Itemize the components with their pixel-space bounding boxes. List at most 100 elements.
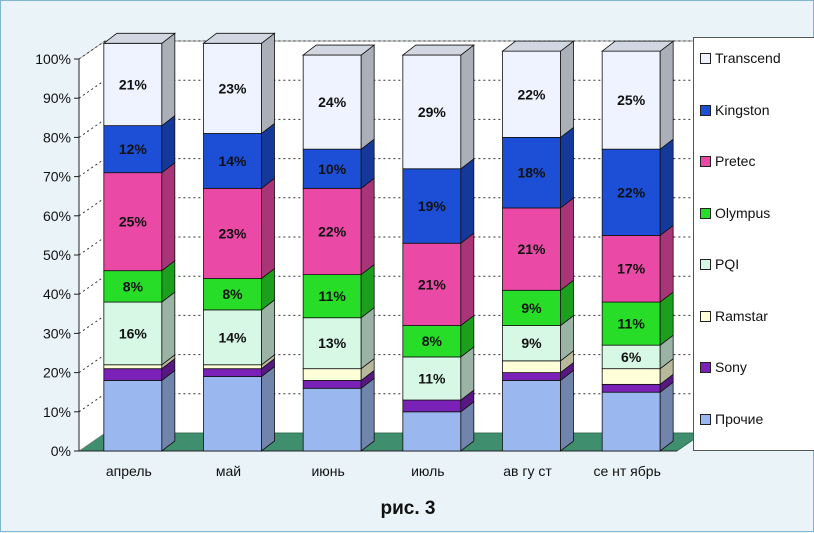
data-label: 24% xyxy=(318,94,347,110)
bar-segment xyxy=(103,172,163,272)
data-label: 21% xyxy=(418,276,447,292)
bar-segment xyxy=(402,168,462,244)
y-tick-label: 40% xyxy=(43,286,71,302)
legend-label: Pretec xyxy=(715,153,756,169)
bar-segment xyxy=(502,380,561,452)
y-tick-label: 90% xyxy=(43,90,71,106)
data-label: 11% xyxy=(319,288,347,304)
data-label: 13% xyxy=(318,335,347,351)
bar-segment-side xyxy=(161,369,176,452)
legend-label: Olympus xyxy=(715,204,771,221)
legend-item: Olympus xyxy=(700,203,814,223)
bar-segment-side xyxy=(460,44,475,170)
legend-item: Kingston xyxy=(700,100,814,120)
bar-segment-side xyxy=(261,177,275,280)
bar-segment-side xyxy=(659,381,674,452)
data-label: 8% xyxy=(222,286,243,302)
y-tick-label: 50% xyxy=(43,247,71,263)
bar-top xyxy=(102,32,177,44)
legend-item: Pretec xyxy=(700,151,814,171)
bar-segment-side xyxy=(659,224,674,303)
y-tick-label: 20% xyxy=(43,365,71,381)
legend-label: Transcend xyxy=(715,50,781,66)
bar-segment xyxy=(502,207,561,291)
bar-segment xyxy=(103,364,163,370)
y-tick-label: 0% xyxy=(51,443,71,459)
gridline xyxy=(78,40,703,60)
data-label: 23% xyxy=(218,225,247,241)
data-label: 10% xyxy=(318,161,347,177)
bar-segment xyxy=(302,317,362,370)
x-tick-label: июнь xyxy=(311,463,344,479)
data-label: 6% xyxy=(621,349,642,365)
bar-segment xyxy=(302,148,362,189)
bar-segment xyxy=(103,368,163,381)
legend-label: Kingston xyxy=(715,101,770,118)
bar-segment xyxy=(302,187,362,275)
bar-segment xyxy=(203,364,262,370)
bar-top xyxy=(401,44,476,56)
data-label: 18% xyxy=(517,165,546,181)
legend: Transcend Kingston Pretec Olympus PQI Ramstar… xyxy=(693,37,814,451)
legend-swatch xyxy=(700,207,711,219)
legend-item: Прочие xyxy=(700,409,814,429)
data-label: 21% xyxy=(517,241,546,257)
legend-item: Transcend xyxy=(700,48,814,68)
data-label: 23% xyxy=(218,80,247,96)
bar-segment xyxy=(203,133,262,189)
data-label: 8% xyxy=(422,333,443,349)
legend-label: PQI xyxy=(715,256,740,272)
data-label: 16% xyxy=(119,325,148,341)
legend-swatch xyxy=(700,104,711,116)
y-tick-label: 30% xyxy=(43,325,71,341)
bar-segment xyxy=(402,411,462,452)
data-label: 21% xyxy=(119,76,148,92)
bar-segment-side xyxy=(560,40,574,139)
y-tick-label: 100% xyxy=(35,51,71,67)
data-label: 12% xyxy=(119,141,148,157)
legend-swatch xyxy=(700,156,711,167)
bar-segment-side xyxy=(659,40,674,150)
bar-segment-side xyxy=(560,197,574,292)
y-tick-label: 10% xyxy=(43,404,71,420)
x-tick-label: се нт ябрь xyxy=(593,463,660,479)
legend-label: Прочие xyxy=(715,410,764,427)
bar-segment xyxy=(601,391,661,452)
data-label: 14% xyxy=(218,153,247,169)
bar-segment-side xyxy=(460,157,475,245)
bar-segment xyxy=(302,274,362,319)
legend-label: Ramstar xyxy=(715,307,768,324)
bar-segment xyxy=(103,270,163,303)
bar-segment-side xyxy=(360,44,375,150)
legend-swatch xyxy=(700,413,711,425)
bar-segment xyxy=(402,399,462,413)
legend-swatch xyxy=(700,310,711,322)
bar-segment-side xyxy=(261,32,275,135)
data-label: 9% xyxy=(521,335,542,351)
bar-segment xyxy=(601,368,661,385)
bar-top xyxy=(501,40,575,52)
bar-segment-side xyxy=(560,369,574,452)
data-label: 22% xyxy=(617,184,646,200)
bar-segment xyxy=(402,54,462,170)
bar-segment xyxy=(203,368,262,377)
bar-segment xyxy=(502,289,561,326)
bar-segment xyxy=(302,368,362,381)
bar-top xyxy=(202,32,276,44)
bar-segment xyxy=(402,325,462,358)
legend-label: Sony xyxy=(715,359,747,375)
data-label: 25% xyxy=(617,92,646,108)
legend-swatch xyxy=(700,259,711,270)
bar-segment-side xyxy=(161,161,176,272)
bar-segment xyxy=(302,380,362,389)
bar-segment xyxy=(103,301,163,366)
bar-segment-side xyxy=(161,291,176,366)
data-label: 22% xyxy=(318,223,347,239)
data-label: 8% xyxy=(123,278,144,294)
bar-segment xyxy=(502,372,561,381)
legend-swatch xyxy=(700,53,711,64)
bar-segment xyxy=(502,50,561,138)
x-tick-label: май xyxy=(216,463,241,479)
bar-segment-side xyxy=(261,122,275,190)
